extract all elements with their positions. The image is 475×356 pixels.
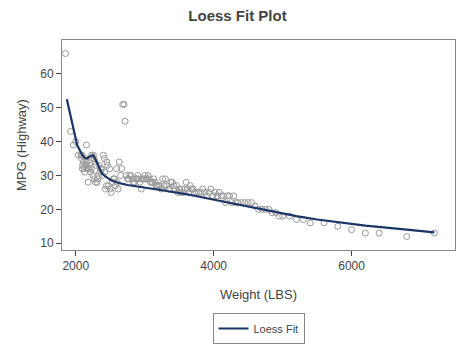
svg-text:30: 30: [40, 169, 54, 183]
svg-text:60: 60: [40, 67, 54, 81]
svg-text:20: 20: [40, 203, 54, 217]
svg-text:40: 40: [40, 135, 54, 149]
svg-text:Loess Fit: Loess Fit: [254, 323, 299, 335]
svg-text:4000: 4000: [200, 259, 227, 273]
svg-text:50: 50: [40, 101, 54, 115]
svg-text:2000: 2000: [62, 259, 89, 273]
svg-text:6000: 6000: [338, 259, 365, 273]
svg-text:MPG (Highway): MPG (Highway): [14, 99, 29, 191]
svg-text:10: 10: [40, 236, 54, 250]
svg-text:Loess Fit Plot: Loess Fit Plot: [188, 7, 286, 24]
svg-text:Weight (LBS): Weight (LBS): [220, 287, 297, 302]
